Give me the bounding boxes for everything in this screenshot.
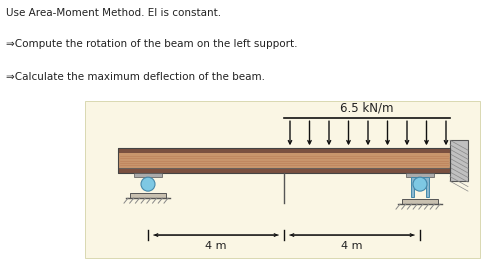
Text: 4 m: 4 m [341,241,363,251]
Text: 6.5 kN/m: 6.5 kN/m [340,101,394,114]
Text: 4 m: 4 m [205,241,227,251]
Polygon shape [85,101,480,258]
Circle shape [141,177,155,191]
Text: Use Area-Moment Method. EI is constant.: Use Area-Moment Method. EI is constant. [6,8,221,18]
Circle shape [413,177,427,191]
Polygon shape [118,148,450,153]
Text: ⇒Compute the rotation of the beam on the left support.: ⇒Compute the rotation of the beam on the… [6,39,297,49]
Polygon shape [118,153,450,168]
Polygon shape [411,177,429,197]
Polygon shape [406,173,434,177]
Polygon shape [134,173,162,177]
Text: ⇒Calculate the maximum deflection of the beam.: ⇒Calculate the maximum deflection of the… [6,72,265,82]
Polygon shape [118,168,450,173]
Polygon shape [130,193,166,198]
Polygon shape [402,199,438,204]
Polygon shape [450,140,468,181]
